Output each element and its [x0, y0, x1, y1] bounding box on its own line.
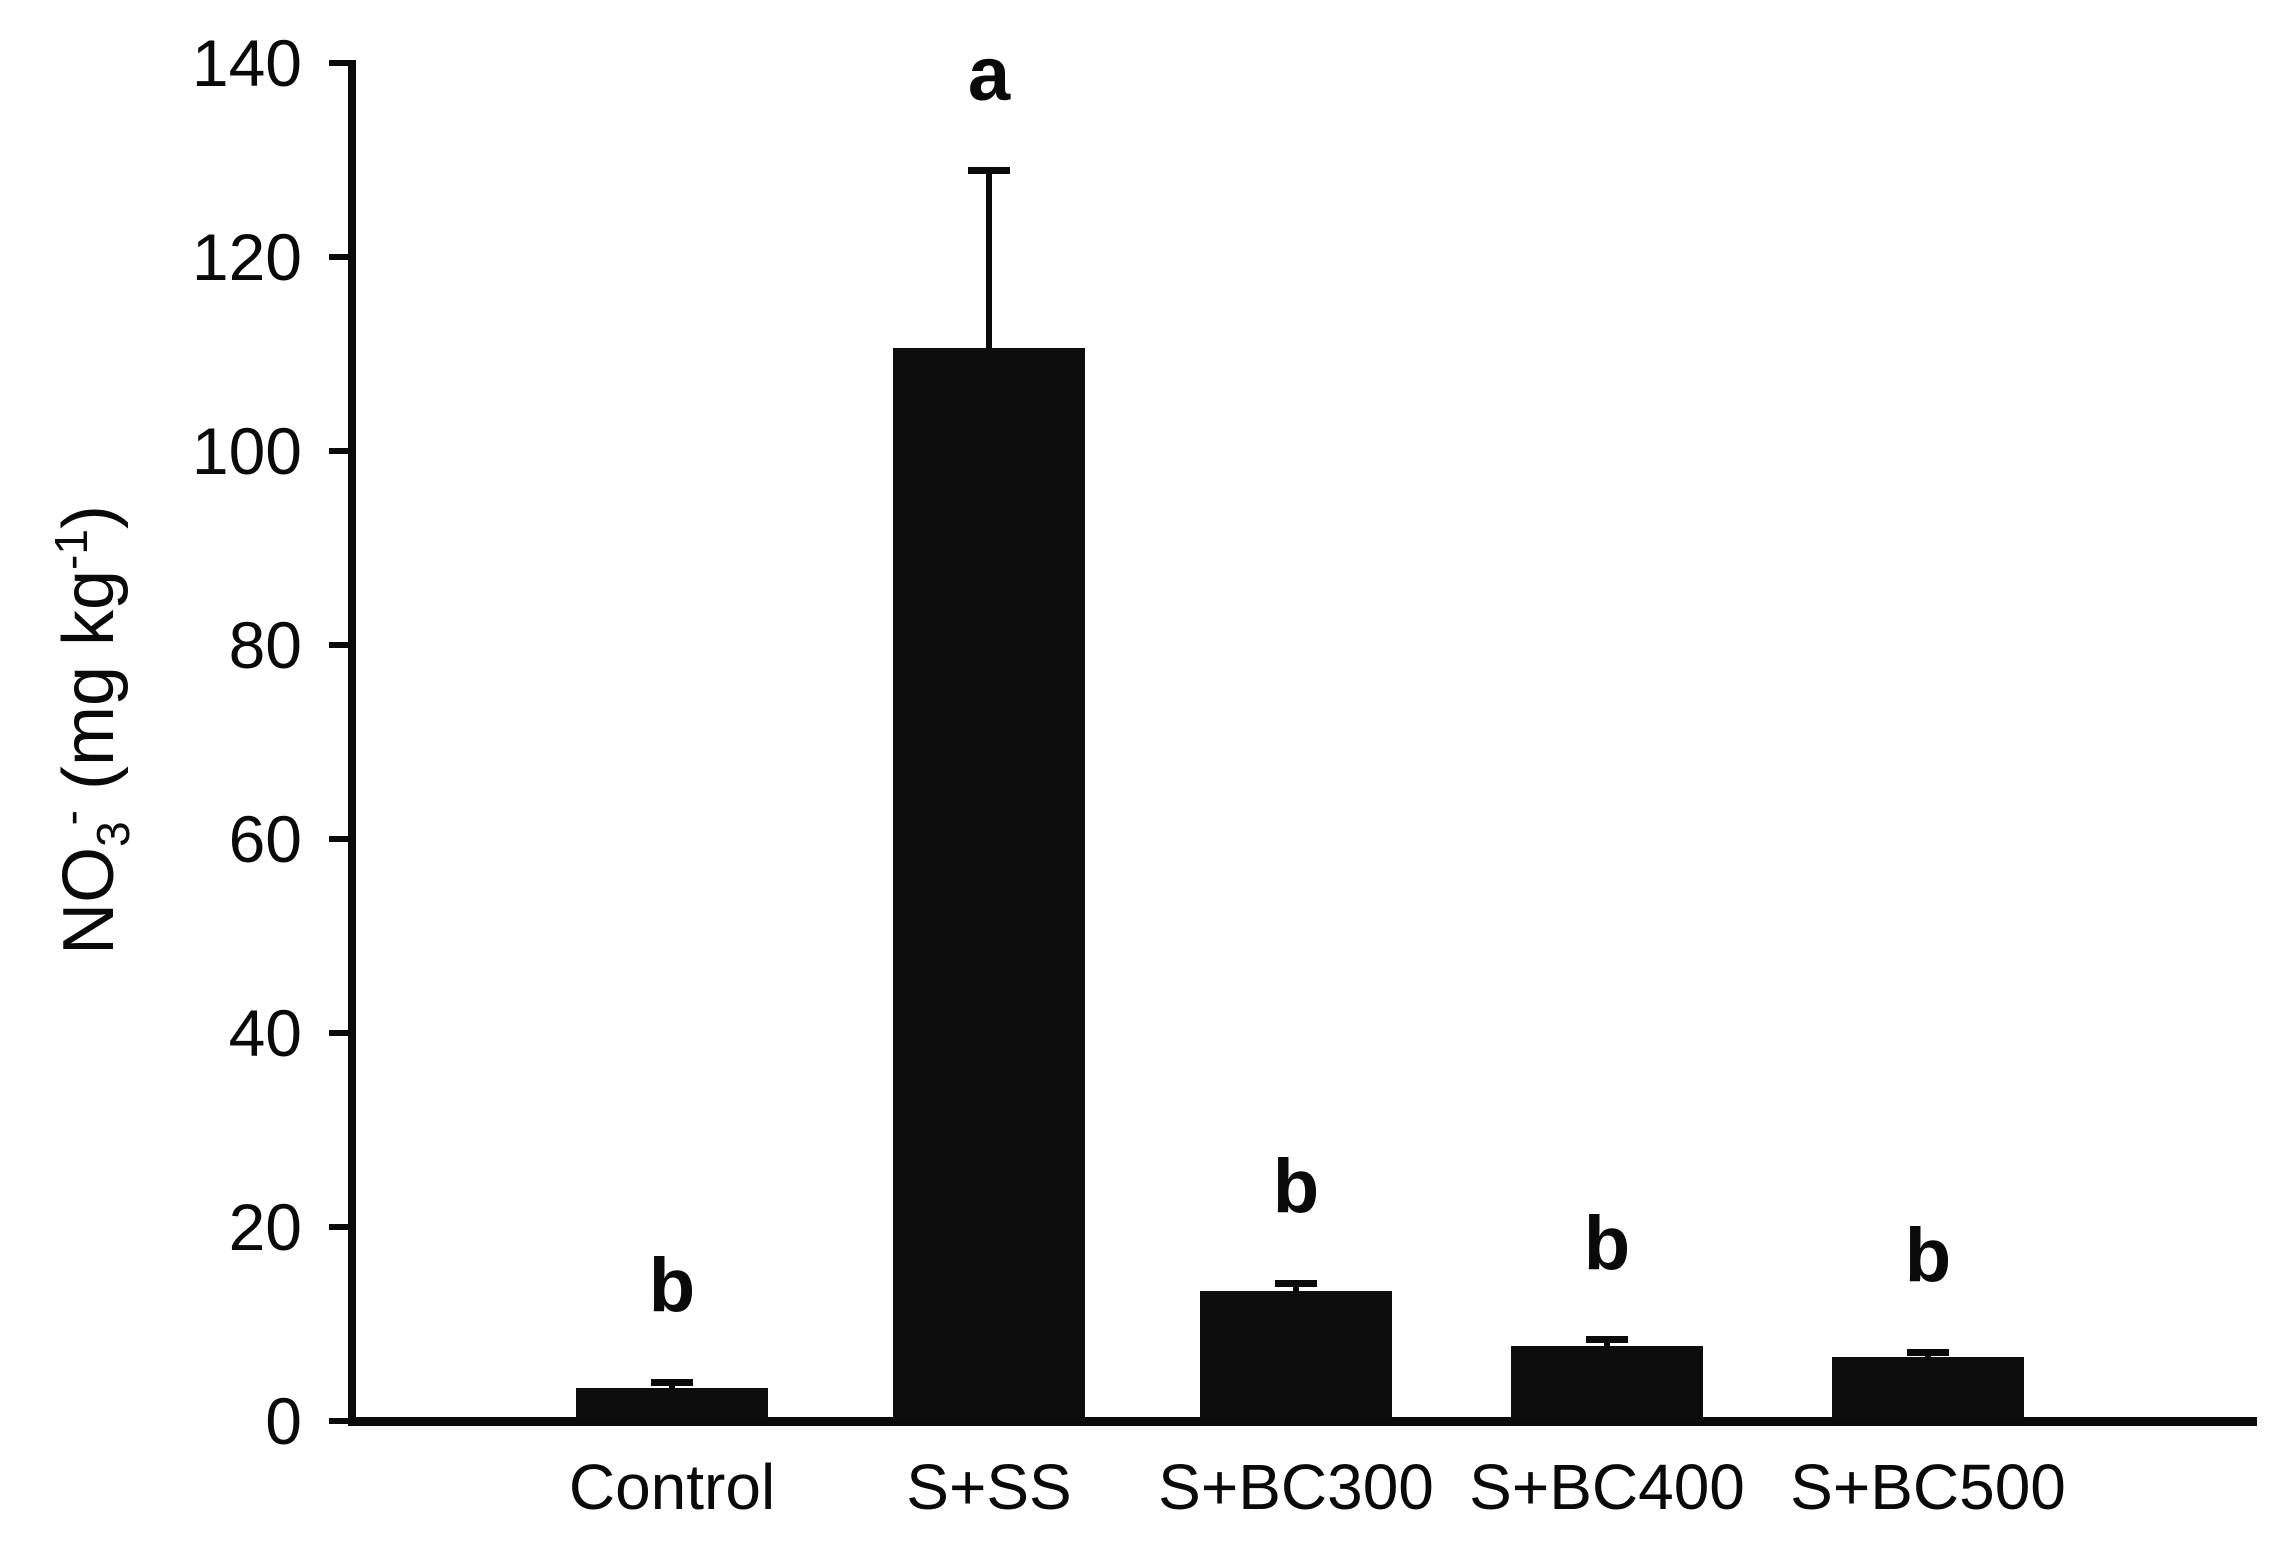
bar-control [576, 1388, 768, 1421]
error-bar-cap-s-ss [968, 167, 1010, 175]
x-category-label-s-bc300: S+BC300 [1158, 1451, 1434, 1523]
error-bar-cap-s-bc500 [1907, 1348, 1949, 1356]
y-tick-label-100: 100 [191, 414, 302, 488]
y-tick-label-40: 40 [228, 996, 302, 1070]
y-tick-120 [329, 254, 348, 260]
error-bar-cap-s-bc300 [1275, 1279, 1317, 1287]
y-tick-60 [329, 836, 348, 842]
bar-s-bc300 [1200, 1291, 1392, 1421]
y-axis-title-part: (mg kg [49, 569, 129, 811]
bar-s-ss [893, 348, 1085, 1421]
y-tick-20 [329, 1224, 348, 1230]
error-bar-cap-control [651, 1378, 693, 1386]
y-tick-40 [329, 1030, 348, 1036]
sig-letter-s-bc300: b [1272, 1144, 1320, 1230]
y-axis-line [348, 60, 356, 1426]
y-axis-title-part: ) [49, 505, 129, 530]
x-category-label-control: Control [568, 1451, 776, 1523]
y-tick-140 [329, 60, 348, 66]
y-tick-label-0: 0 [265, 1384, 302, 1458]
sig-letter-s-bc400: b [1583, 1200, 1631, 1286]
bar-s-bc400 [1511, 1346, 1703, 1421]
error-bar-stem-s-bc300 [1293, 1283, 1299, 1291]
y-tick-label-80: 80 [228, 608, 302, 682]
y-tick-label-60: 60 [228, 802, 302, 876]
y-axis-title: NO3- (mg kg-1) [45, 505, 139, 955]
sig-letter-control: b [648, 1243, 696, 1329]
error-bar-cap-s-bc400 [1586, 1336, 1628, 1344]
y-tick-0 [329, 1418, 348, 1424]
sig-letter-s-bc500: b [1904, 1213, 1952, 1299]
x-axis-line [348, 1417, 2257, 1426]
y-tick-label-120: 120 [191, 220, 302, 294]
y-tick-label-20: 20 [228, 1190, 302, 1264]
y-tick-label-140: 140 [191, 26, 302, 100]
x-category-label-s-ss: S+SS [906, 1451, 1072, 1523]
y-tick-80 [329, 642, 348, 648]
y-axis-title-part: -1 [45, 529, 97, 570]
y-tick-100 [329, 448, 348, 454]
x-category-label-s-bc500: S+BC500 [1790, 1451, 2066, 1523]
error-bar-stem-s-ss [986, 170, 992, 349]
x-category-label-s-bc400: S+BC400 [1469, 1451, 1745, 1523]
bar-s-bc500 [1832, 1356, 2024, 1421]
sig-letter-s-ss: a [967, 31, 1011, 117]
